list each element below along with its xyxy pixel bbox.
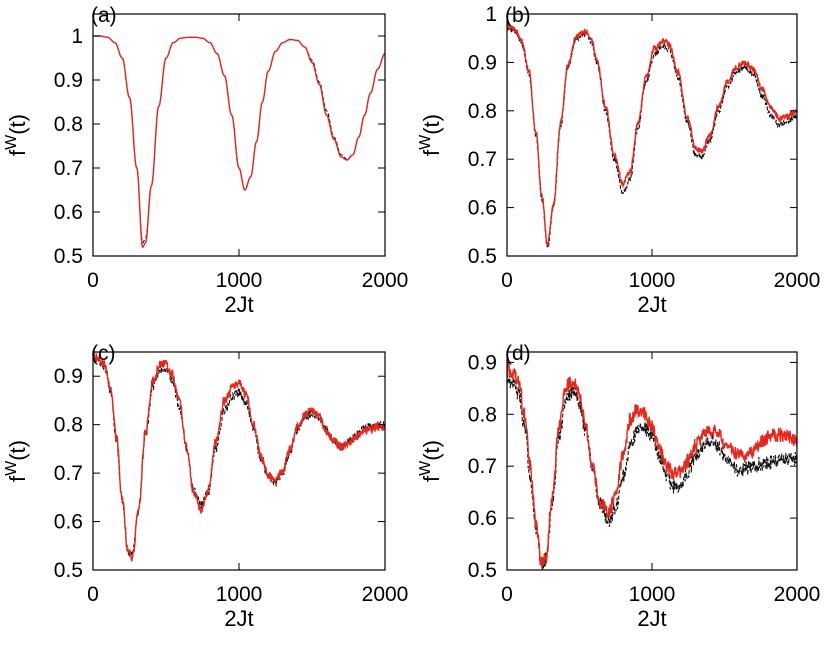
y-tick-label-d: 0.6: [468, 507, 497, 530]
panel-label-a: (a): [91, 4, 117, 27]
x-axis-title-c: 2Jt: [224, 606, 253, 631]
x-axis-title-d: 2Jt: [637, 606, 666, 631]
y-tick-label-b: 0.9: [468, 51, 497, 74]
panel-d: 0.5 0.6 0.7 0.8 0.9 0 1000 2000 2Jt fW(t) (d): [417, 342, 820, 631]
x-tick-label-d: 1000: [629, 583, 676, 606]
series-reference-line-c: [93, 352, 385, 562]
x-axis-title-a: 2Jt: [224, 292, 253, 317]
plot-frame-c: [92, 351, 386, 571]
series-simulation-line-d: [507, 373, 797, 570]
y-tick-label-a: 0.5: [54, 245, 83, 268]
y-tick-label-a: 0.9: [54, 69, 83, 92]
panel-label-c: (c): [91, 342, 116, 365]
x-tick-label-c: 2000: [362, 583, 409, 606]
y-tick-label-c: 0.7: [54, 462, 83, 485]
y-tick-label-b: 0.8: [468, 100, 497, 123]
y-tick-label-b: 0.6: [468, 197, 497, 220]
x-tick-label-b: 1000: [629, 269, 676, 292]
y-tick-label-d: 0.8: [468, 403, 497, 426]
x-tick-label-a: 1000: [216, 269, 263, 292]
x-tick-label-d: 2000: [774, 583, 821, 606]
y-axis-title-a: fW(t): [3, 114, 30, 156]
x-tick-label-c: 0: [87, 583, 99, 606]
panels: 0.50.60.70.80.910 1000 20002JtfW(t)(a)0.50…: [3, 3, 820, 631]
series-simulation-line-a: [93, 35, 385, 244]
y-tick-label-c: 0.9: [54, 365, 83, 388]
series-simulation-line-b: [507, 26, 797, 248]
y-tick-label-a: 0.8: [54, 113, 83, 136]
y-tick-label-d: 0.7: [468, 455, 497, 478]
series-reference-line-d: [507, 361, 797, 568]
y-tick-label-c: 0.6: [54, 511, 83, 534]
y-tick-label-a: 0.7: [54, 157, 83, 180]
y-tick-label-c: 0.5: [54, 559, 83, 582]
y-tick-label-c: 0.8: [54, 414, 83, 437]
series-reference-line-b: [507, 22, 797, 246]
x-tick-label-d: 0: [501, 583, 513, 606]
x-tick-label-c: 1000: [216, 583, 263, 606]
x-tick-label-a: 2000: [362, 269, 409, 292]
panel-c: 0.5 0.6 0.7 0.8 0.9 0 1000 2000 2Jt fW(t) (c): [3, 342, 408, 631]
y-axis-title-b: fW(t): [417, 114, 444, 156]
y-axis-title-d: fW(t): [417, 440, 444, 482]
panel-a: 0.5 0.6 0.7 0.8 0.9 1 0 1000 2000 2Jt fW(t) (a): [3, 4, 408, 317]
y-tick-label-b: 0.5: [468, 245, 497, 268]
y-tick-label-a: 1: [71, 25, 83, 48]
series-simulation-line-c: [93, 355, 385, 557]
y-tick-label-a: 0.6: [54, 201, 83, 224]
y-tick-label-d: 0.9: [468, 351, 497, 374]
panel-label-b: (b): [505, 4, 531, 27]
x-axis-title-b: 2Jt: [637, 292, 666, 317]
plot-frame-a: [92, 13, 386, 257]
panel-label-d: (d): [505, 342, 531, 365]
x-tick-label-a: 0: [87, 269, 99, 292]
panel-b: 0.5 0.6 0.7 0.8 0.9 1 0 1000 2000 2Jt fW(t) (b): [417, 3, 820, 317]
y-tick-label-b: 1: [485, 3, 497, 26]
y-tick-label-d: 0.5: [468, 559, 497, 582]
x-tick-label-b: 2000: [774, 269, 821, 292]
y-axis-title-c: fW(t): [3, 440, 30, 482]
plot-frame-d: [506, 351, 798, 571]
series-reference-line-a: [93, 35, 385, 249]
y-tick-label-b: 0.7: [468, 148, 497, 171]
x-tick-label-b: 0: [501, 269, 513, 292]
